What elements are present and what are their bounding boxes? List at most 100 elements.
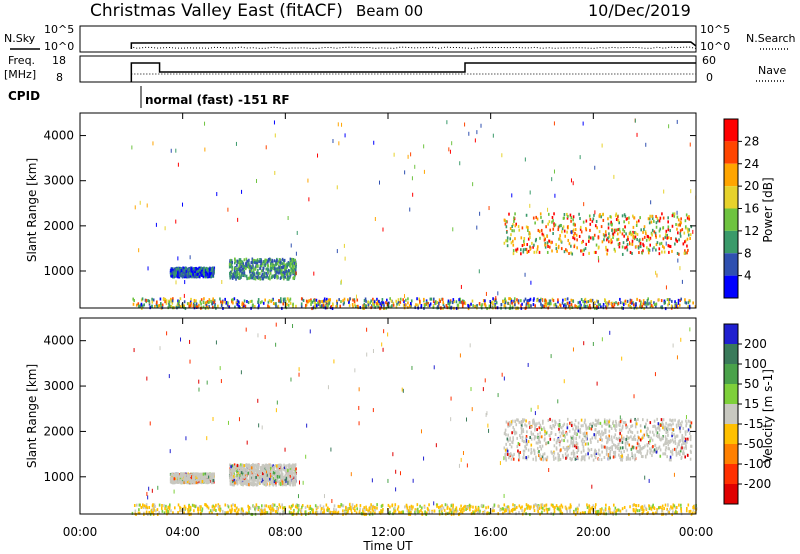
power-cell xyxy=(677,218,680,222)
power-cell xyxy=(201,273,203,277)
velocity-cell xyxy=(575,437,577,441)
nave-tick-high: 60 xyxy=(702,54,716,67)
power-cell xyxy=(644,301,646,305)
power-cell xyxy=(197,268,200,272)
power-cell xyxy=(544,245,547,249)
power-cell xyxy=(168,303,170,307)
power-cell xyxy=(229,276,232,280)
velocity-cell xyxy=(590,422,592,426)
velocity-cell xyxy=(632,437,635,441)
velocity-cell xyxy=(585,437,588,441)
velocity-cell xyxy=(273,465,275,469)
velocity-cell xyxy=(294,464,297,468)
velocity-cell xyxy=(510,453,513,457)
power-cell xyxy=(141,304,144,308)
power-cell xyxy=(653,246,655,250)
velocity-cell xyxy=(621,424,624,428)
power-cell xyxy=(645,238,648,242)
power-cell xyxy=(262,260,265,264)
velocity-cell xyxy=(274,464,277,468)
power-cell xyxy=(172,271,175,275)
power-cell xyxy=(224,300,226,304)
velocity-cell xyxy=(580,424,583,428)
power-cell xyxy=(179,273,181,277)
power-cell xyxy=(601,240,604,244)
power-cell xyxy=(205,268,208,272)
power-cell xyxy=(657,219,659,223)
power-cell xyxy=(243,258,246,262)
velocity-cell xyxy=(212,479,215,483)
power-noise-cell xyxy=(404,170,406,175)
power-cell xyxy=(551,249,553,253)
power-colorbar-tick-label-6: 28 xyxy=(744,134,759,148)
velocity-cell xyxy=(582,448,585,452)
power-cell xyxy=(552,219,554,223)
power-cell xyxy=(527,299,530,303)
power-cell xyxy=(245,261,248,265)
power-noise-cell xyxy=(235,141,237,146)
velocity-cell xyxy=(198,475,200,479)
power-cell xyxy=(276,269,279,273)
velocity-cell xyxy=(669,423,671,427)
velocity-cell xyxy=(624,441,627,445)
velocity-cell xyxy=(562,424,564,428)
power-cell xyxy=(287,275,289,279)
power-cell xyxy=(647,235,650,239)
velocity-cell xyxy=(562,431,565,435)
velocity-cell xyxy=(508,424,511,428)
power-cell xyxy=(514,237,516,241)
power-cell xyxy=(267,300,270,304)
velocity-cell xyxy=(628,443,631,447)
power-noise-cell xyxy=(175,280,177,285)
power-cell xyxy=(644,230,647,234)
power-cell xyxy=(517,301,520,305)
velocity-cell xyxy=(593,453,596,457)
velocity-cell xyxy=(670,439,672,443)
power-cell xyxy=(236,302,239,306)
velocity-scatter-layer xyxy=(131,322,698,517)
power-cell xyxy=(197,269,199,273)
power-cell xyxy=(355,304,357,308)
velocity-cell xyxy=(584,435,587,439)
power-cell xyxy=(356,298,359,302)
power-cell xyxy=(678,252,680,256)
velocity-cell xyxy=(253,466,256,470)
power-cell xyxy=(399,300,402,304)
power-cell xyxy=(541,304,544,308)
velocity-cell xyxy=(507,422,510,426)
power-cell xyxy=(639,241,642,245)
power-cell xyxy=(571,252,574,256)
velocity-cell xyxy=(269,466,272,470)
power-cell xyxy=(551,297,554,301)
power-cell xyxy=(171,301,174,305)
power-cell xyxy=(259,272,261,276)
velocity-cell xyxy=(539,431,541,435)
velocity-cell xyxy=(186,478,189,482)
power-noise-cell xyxy=(412,192,414,197)
power-noise-cell xyxy=(676,210,678,215)
power-cell xyxy=(262,269,264,273)
velocity-cell xyxy=(244,468,246,472)
power-cell xyxy=(258,260,260,264)
velocity-cell xyxy=(653,448,656,452)
power-cell xyxy=(271,258,274,262)
power-cell xyxy=(626,242,629,246)
power-cell xyxy=(204,275,207,279)
velocity-cell xyxy=(237,472,240,476)
power-cell xyxy=(276,262,279,266)
power-cell xyxy=(517,299,520,303)
velocity-cell xyxy=(554,433,557,437)
velocity-cell xyxy=(618,453,620,457)
velocity-cell xyxy=(505,458,507,462)
velocity-cell xyxy=(527,455,530,459)
velocity-cell xyxy=(257,469,260,473)
power-cell xyxy=(677,231,679,235)
power-cell xyxy=(145,299,148,303)
power-noise-cell xyxy=(594,165,596,170)
velocity-cell xyxy=(237,468,239,472)
power-cell xyxy=(557,300,559,304)
power-cell xyxy=(631,301,633,305)
power-noise-cell xyxy=(636,132,638,137)
power-cell xyxy=(484,304,487,308)
power-cell xyxy=(235,277,237,281)
